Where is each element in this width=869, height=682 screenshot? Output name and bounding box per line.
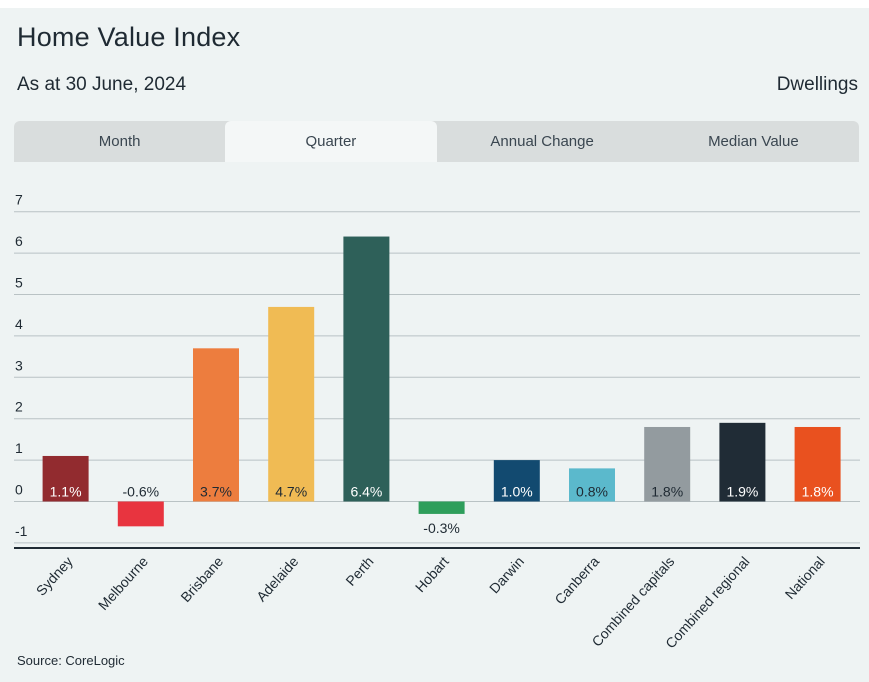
y-tick-label: 5 xyxy=(15,275,23,291)
bar xyxy=(268,306,315,502)
data-label: 0.8% xyxy=(576,484,608,500)
data-label: -0.6% xyxy=(123,484,160,500)
bar xyxy=(719,422,766,502)
data-label: 1.8% xyxy=(651,484,683,500)
data-label: 1.0% xyxy=(501,484,533,500)
y-tick-label: 6 xyxy=(15,233,23,249)
bar xyxy=(493,460,540,502)
data-label: 4.7% xyxy=(275,484,307,500)
data-label: -0.3% xyxy=(423,520,460,536)
data-label: 1.8% xyxy=(802,484,834,500)
data-label: 1.1% xyxy=(50,484,82,500)
bar xyxy=(193,348,239,502)
x-tick-label: Adelaide xyxy=(253,553,301,604)
data-label: 6.4% xyxy=(350,484,382,500)
x-tick-label: Canberra xyxy=(551,553,602,607)
x-tick-label: Combined capitals xyxy=(588,553,677,649)
y-tick-label: 7 xyxy=(15,192,23,208)
x-tick-label: Perth xyxy=(342,553,376,589)
y-tick-label: 1 xyxy=(15,440,23,456)
page-title: Home Value Index xyxy=(17,22,241,52)
chart-card xyxy=(0,8,869,682)
period-tabs: Month Quarter Annual Change Median Value xyxy=(14,121,859,162)
x-tick-label: Brisbane xyxy=(177,553,226,605)
tab-quarter[interactable]: Quarter xyxy=(225,121,437,162)
x-tick-label: Sydney xyxy=(33,553,76,598)
tab-month[interactable]: Month xyxy=(98,133,141,150)
y-tick-label: 4 xyxy=(15,316,23,332)
as-at-date: As at 30 June, 2024 xyxy=(17,74,187,95)
x-tick-label: Darwin xyxy=(486,553,527,596)
x-tick-label: National xyxy=(782,553,828,602)
x-tick-label: Hobart xyxy=(412,553,452,595)
y-tick-label: -1 xyxy=(15,523,28,539)
x-tick-label: Melbourne xyxy=(95,553,151,613)
source-note: Source: CoreLogic xyxy=(17,653,125,668)
bar xyxy=(117,501,164,527)
data-label: 3.7% xyxy=(200,484,232,500)
bar xyxy=(418,501,465,514)
y-tick-label: 2 xyxy=(15,399,23,415)
data-label: 1.9% xyxy=(726,484,758,500)
bar xyxy=(42,455,89,502)
bar xyxy=(343,236,390,502)
y-tick-label: 0 xyxy=(15,482,23,498)
bar xyxy=(569,468,615,502)
segment-label: Dwellings xyxy=(776,74,858,95)
x-tick-label: Combined regional xyxy=(662,553,753,651)
y-tick-label: 3 xyxy=(15,357,23,373)
tab-annual-change[interactable]: Annual Change xyxy=(490,133,594,150)
bar xyxy=(794,426,841,502)
bar xyxy=(644,426,691,502)
tab-median-value[interactable]: Median Value xyxy=(708,133,799,150)
